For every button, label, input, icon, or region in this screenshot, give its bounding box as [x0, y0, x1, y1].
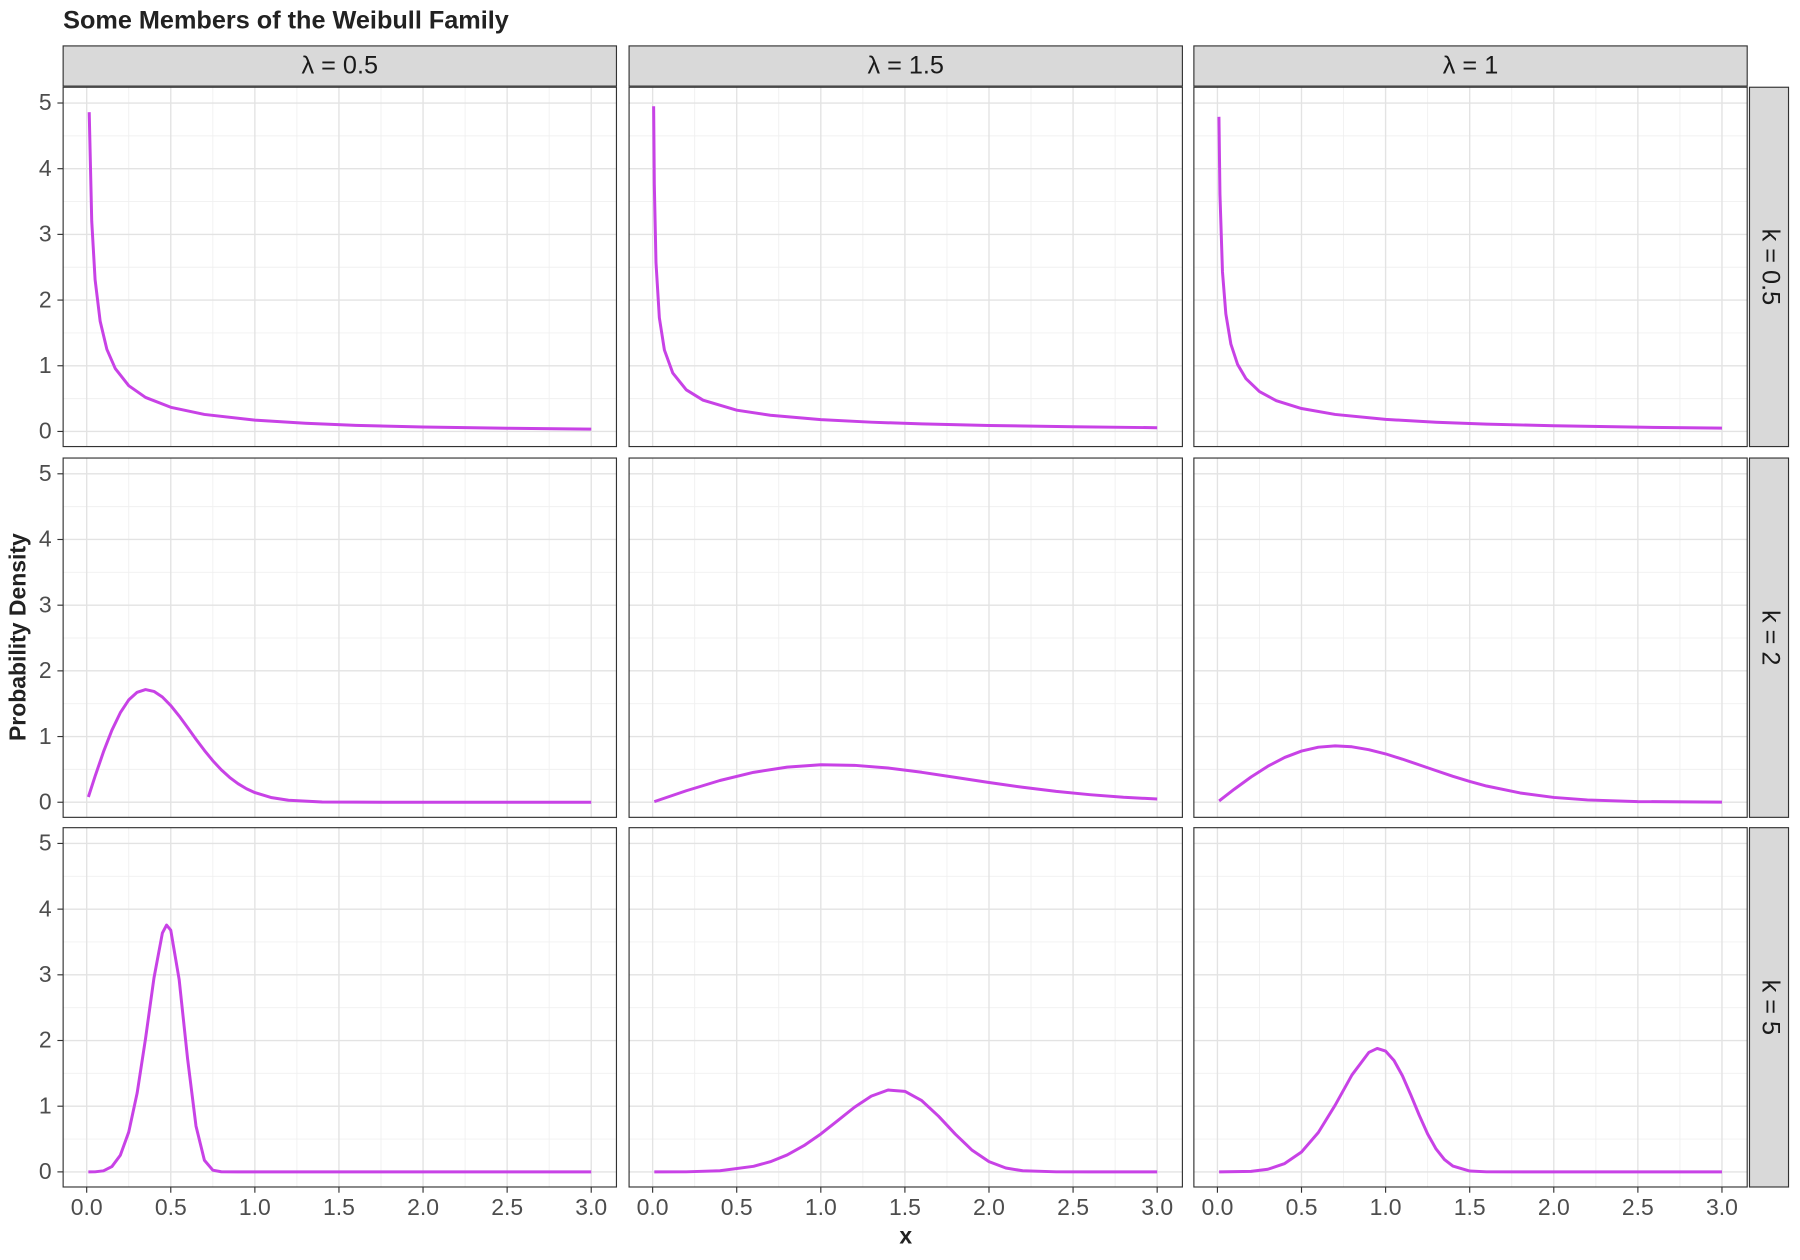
- column-strip-label: λ = 1: [1443, 51, 1498, 79]
- column-strip: [62, 45, 618, 87]
- x-tick-label: 1.0: [239, 1194, 271, 1220]
- density-line: [654, 1088, 1158, 1174]
- x-tick-label: 2.0: [1538, 1194, 1570, 1220]
- x-tick-label: 1.0: [805, 1194, 837, 1220]
- panel-border: [62, 827, 618, 1188]
- x-tick-label: 0.5: [155, 1194, 187, 1220]
- y-tick-label: 3: [39, 961, 52, 987]
- y-tick-label: 2: [39, 657, 52, 683]
- density-line: [652, 106, 1158, 430]
- density-line: [86, 688, 592, 804]
- x-tick-label: 0.0: [1201, 1194, 1233, 1220]
- row-strip-label: k = 0.5: [1756, 229, 1784, 306]
- density-line: [88, 923, 592, 1174]
- x-tick-label: 2.0: [973, 1194, 1005, 1220]
- x-tick-label: 3.0: [575, 1194, 607, 1220]
- density-line: [653, 763, 1158, 804]
- panel-border: [62, 86, 618, 448]
- panel-border: [628, 827, 1183, 1188]
- y-tick-label: 1: [39, 352, 52, 378]
- x-tick-label: 0.5: [1286, 1194, 1318, 1220]
- x-axis-label: x: [899, 1223, 912, 1249]
- y-tick-label: 5: [39, 830, 52, 856]
- column-strip: [628, 45, 1183, 87]
- x-tick-label: 0.0: [71, 1194, 103, 1220]
- x-tick-label: 0.5: [721, 1194, 753, 1220]
- y-tick-label: 4: [39, 526, 52, 552]
- y-tick-label: 5: [39, 89, 52, 115]
- panel-border: [628, 457, 1183, 818]
- x-tick-label: 1.5: [889, 1194, 921, 1220]
- density-line: [1218, 744, 1722, 804]
- column-strip: [1193, 45, 1748, 87]
- x-tick-label: 2.0: [407, 1194, 439, 1220]
- density-line: [1217, 116, 1722, 430]
- column-strip-label: λ = 0.5: [302, 51, 379, 79]
- column-strip-label: λ = 1.5: [867, 51, 944, 79]
- row-strip: [1748, 86, 1790, 448]
- y-tick-label: 4: [39, 155, 52, 181]
- y-tick-label: 0: [39, 1158, 52, 1184]
- y-tick-label: 0: [39, 788, 52, 814]
- y-tick-label: 3: [39, 221, 52, 247]
- panel-border: [1193, 827, 1748, 1188]
- y-tick-label: 4: [39, 895, 52, 921]
- y-tick-label: 2: [39, 286, 52, 312]
- density-line: [1219, 1046, 1722, 1174]
- y-tick-label: 2: [39, 1027, 52, 1053]
- y-axis-label: Probability Density: [5, 533, 31, 741]
- x-tick-label: 3.0: [1706, 1194, 1738, 1220]
- y-tick-label: 1: [39, 723, 52, 749]
- y-tick-label: 3: [39, 591, 52, 617]
- panel-border: [62, 457, 618, 818]
- row-strip: [1748, 827, 1790, 1188]
- chart-title: Some Members of the Weibull Family: [63, 6, 509, 34]
- x-tick-label: 1.5: [323, 1194, 355, 1220]
- y-tick-label: 0: [39, 418, 52, 444]
- x-tick-label: 1.0: [1370, 1194, 1402, 1220]
- y-tick-label: 1: [39, 1092, 52, 1118]
- density-line: [87, 112, 592, 431]
- x-tick-label: 2.5: [1622, 1194, 1654, 1220]
- row-strip-label: k = 5: [1756, 980, 1784, 1035]
- y-tick-label: 5: [39, 460, 52, 486]
- x-tick-label: 2.5: [491, 1194, 523, 1220]
- x-tick-label: 1.5: [1454, 1194, 1486, 1220]
- panel-border: [628, 86, 1183, 448]
- x-tick-label: 2.5: [1057, 1194, 1089, 1220]
- x-tick-label: 3.0: [1141, 1194, 1173, 1220]
- row-strip-label: k = 2: [1756, 610, 1784, 665]
- x-tick-label: 0.0: [637, 1194, 669, 1220]
- row-strip: [1748, 457, 1790, 818]
- panel-border: [1193, 457, 1748, 818]
- panel-border: [1193, 86, 1748, 448]
